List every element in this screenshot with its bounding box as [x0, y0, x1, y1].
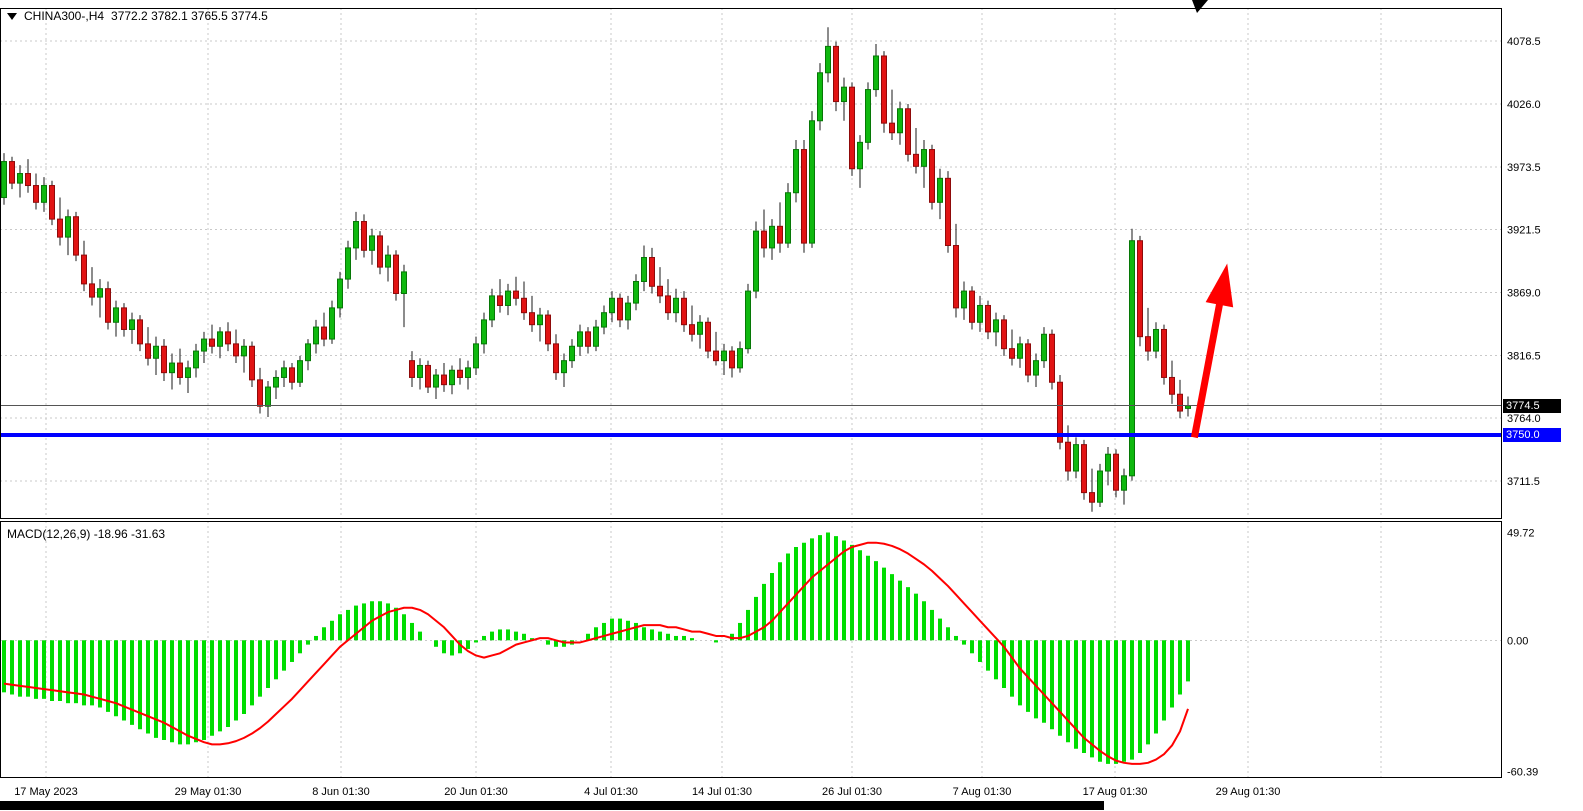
triangle-down-icon[interactable]	[7, 12, 17, 20]
time-axis-label: 4 Jul 01:30	[584, 786, 638, 798]
macd-axis-label: 0.00	[1507, 635, 1528, 647]
price-axis-label: 4078.5	[1507, 36, 1541, 48]
price-axis-label: 3921.5	[1507, 224, 1541, 236]
price-axis-label: 4026.0	[1507, 99, 1541, 111]
time-axis-label: 8 Jun 01:30	[312, 786, 370, 798]
macd-axis-label: 49.72	[1507, 527, 1535, 539]
mouse-cursor-icon	[1192, 0, 1208, 13]
trend-arrow[interactable]	[1190, 263, 1234, 439]
symbol-ohlc-values: 3772.2 3782.1 3765.5 3774.5	[111, 9, 268, 23]
chart-scrollbar[interactable]	[0, 801, 1104, 810]
time-axis-label: 29 May 01:30	[175, 786, 242, 798]
price-axis-label: 3764.0	[1507, 413, 1541, 425]
macd-axis-label: -60.39	[1507, 766, 1538, 778]
time-axis-label: 26 Jul 01:30	[822, 786, 882, 798]
macd-histogram	[2, 532, 1190, 764]
macd-pane-border	[0, 521, 1502, 778]
time-axis-label: 20 Jun 01:30	[444, 786, 508, 798]
symbol-info: CHINA300-,H4 3772.2 3782.1 3765.5 3774.5	[7, 9, 268, 23]
price-axis-label: 3711.5	[1507, 476, 1540, 488]
price-axis-label: 3973.5	[1507, 162, 1541, 174]
symbol-name: CHINA300-,H4	[24, 9, 105, 23]
time-axis[interactable]	[0, 780, 1502, 802]
indicator-label: MACD(12,26,9) -18.96 -31.63	[7, 527, 166, 541]
support-price-tag: 3750.0	[1503, 428, 1561, 443]
time-axis-label: 14 Jul 01:30	[692, 786, 752, 798]
macd-signal-line	[3, 541, 1189, 765]
price-axis-label: 3816.5	[1507, 350, 1541, 362]
time-axis-label: 29 Aug 01:30	[1216, 786, 1281, 798]
grid	[0, 8, 1502, 778]
time-axis-label: 7 Aug 01:30	[953, 786, 1012, 798]
current-price-tag: 3774.5	[1503, 398, 1561, 413]
main-pane-border	[0, 8, 1502, 519]
time-axis-label: 17 Aug 01:30	[1083, 786, 1148, 798]
time-axis-label: 17 May 2023	[14, 786, 78, 798]
candles-series	[1, 27, 1191, 512]
price-axis-label: 3869.0	[1507, 287, 1541, 299]
